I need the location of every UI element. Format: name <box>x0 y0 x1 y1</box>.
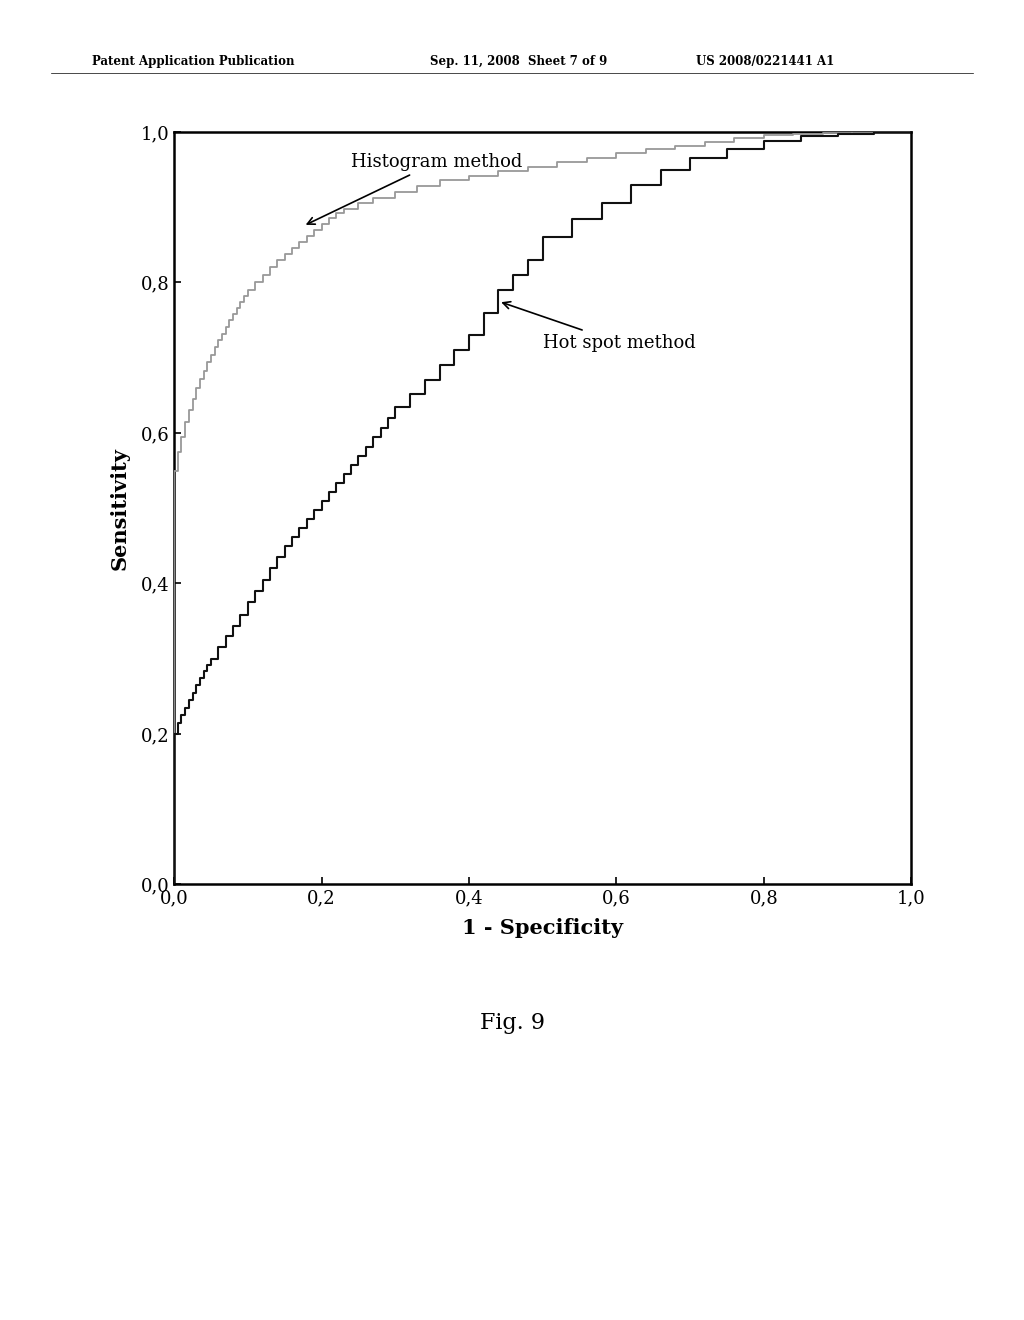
Text: Patent Application Publication: Patent Application Publication <box>92 55 295 69</box>
Y-axis label: Sensitivity: Sensitivity <box>110 446 129 570</box>
X-axis label: 1 - Specificity: 1 - Specificity <box>462 919 624 939</box>
Text: Hot spot method: Hot spot method <box>503 302 695 351</box>
Text: Histogram method: Histogram method <box>307 153 522 224</box>
Text: Fig. 9: Fig. 9 <box>479 1012 545 1034</box>
Text: US 2008/0221441 A1: US 2008/0221441 A1 <box>696 55 835 69</box>
Text: Sep. 11, 2008  Sheet 7 of 9: Sep. 11, 2008 Sheet 7 of 9 <box>430 55 607 69</box>
